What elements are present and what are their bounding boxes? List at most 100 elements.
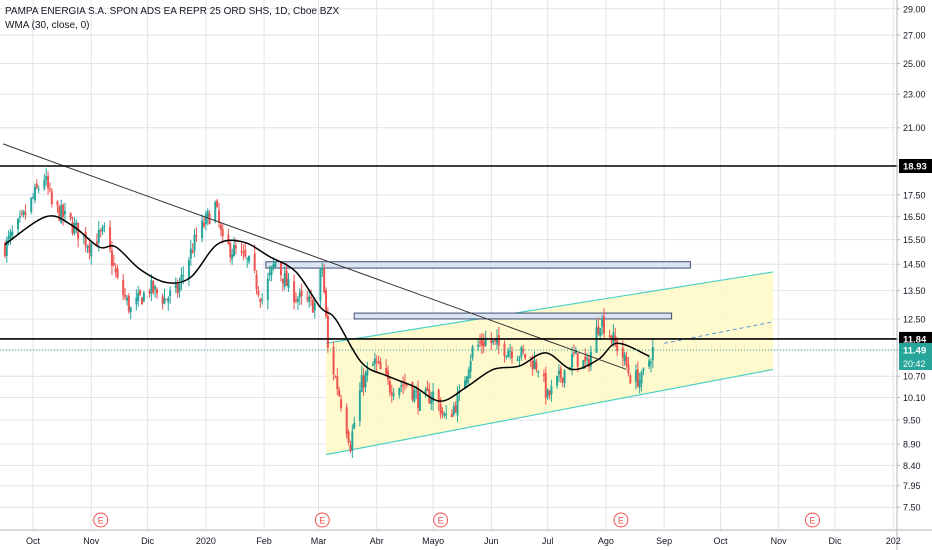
time-tick-label: Dic (141, 536, 154, 546)
candle (180, 267, 183, 291)
candle (109, 220, 112, 253)
candle (242, 244, 245, 261)
candle (561, 377, 564, 388)
price-tick-label: 29.00 (903, 4, 926, 14)
candle-body (62, 204, 65, 217)
candle (563, 369, 566, 388)
candle (595, 319, 598, 354)
candle (589, 345, 592, 371)
candle (550, 379, 553, 402)
candle (124, 288, 127, 301)
candle (178, 277, 181, 298)
price-axis (897, 0, 932, 550)
candle-body (495, 337, 498, 344)
candle (636, 361, 639, 388)
candle-body (349, 444, 352, 452)
candle-body (255, 274, 258, 290)
candle-body (353, 422, 356, 429)
candle (296, 296, 299, 311)
candle (366, 361, 369, 382)
candle-body (47, 175, 50, 189)
candle-body (266, 278, 269, 301)
candle-body (351, 431, 354, 451)
price-tick-label: 27.00 (903, 31, 926, 41)
resistance-zone-2 (353, 312, 673, 320)
candle-body (84, 232, 87, 246)
candle (454, 401, 457, 414)
candle-body (595, 327, 598, 353)
candle (623, 351, 626, 366)
candle-body (375, 361, 378, 363)
candle (161, 293, 164, 310)
candle (648, 354, 651, 369)
candle (246, 257, 249, 268)
candle-body (424, 389, 427, 394)
candle (418, 391, 421, 412)
candle-body (300, 290, 303, 296)
candle (520, 345, 523, 361)
candle-body (257, 290, 260, 296)
candle-body (306, 297, 309, 300)
candle (516, 355, 519, 362)
candle (627, 356, 630, 377)
candle-body (259, 298, 262, 303)
candle-body (574, 350, 577, 354)
earnings-event-marker: E (613, 512, 629, 528)
candle-body (37, 188, 40, 190)
candle (298, 288, 301, 306)
candle (216, 199, 219, 208)
candle (69, 212, 72, 221)
candle (270, 265, 273, 282)
candle-body (608, 335, 611, 337)
candle-body (638, 380, 641, 388)
candle (229, 240, 232, 263)
candle-body (234, 245, 237, 249)
candle (189, 239, 192, 266)
candle (364, 370, 367, 393)
candle-body (531, 360, 534, 370)
candle (148, 288, 151, 298)
candle (347, 429, 350, 446)
price-tick-label: 21.00 (903, 123, 926, 133)
candle-body (206, 211, 209, 217)
candle-body (227, 234, 230, 244)
candle-body (246, 258, 249, 260)
candle (283, 266, 286, 290)
candle (257, 286, 260, 298)
candle-body (124, 295, 127, 297)
candle (50, 188, 53, 208)
candle (95, 233, 98, 246)
candle-body (524, 353, 527, 359)
price-tick-label: 13.50 (903, 286, 926, 296)
candle-body (219, 224, 222, 230)
price-tag-bg (899, 158, 932, 173)
candle (231, 248, 234, 265)
candle (99, 228, 102, 238)
candle (219, 221, 222, 237)
candle (597, 317, 600, 336)
candle-body (548, 391, 551, 396)
candle (371, 361, 374, 367)
candle-body (296, 298, 299, 302)
candle (174, 277, 177, 294)
candle-body (484, 338, 487, 346)
candle-body (88, 244, 91, 253)
price-tick-label: 9.50 (903, 416, 921, 426)
candle-body (482, 342, 485, 347)
candle (426, 380, 429, 391)
candle (351, 424, 354, 458)
candle (574, 346, 577, 355)
candle-body (522, 348, 525, 352)
candle (103, 222, 106, 233)
candle-body (60, 205, 63, 223)
candle-body (248, 255, 251, 262)
candle (217, 202, 220, 228)
time-axis (0, 530, 932, 550)
candle (165, 299, 168, 301)
candle-body (201, 220, 204, 239)
candle-body (45, 176, 48, 180)
candle-body (450, 414, 453, 418)
